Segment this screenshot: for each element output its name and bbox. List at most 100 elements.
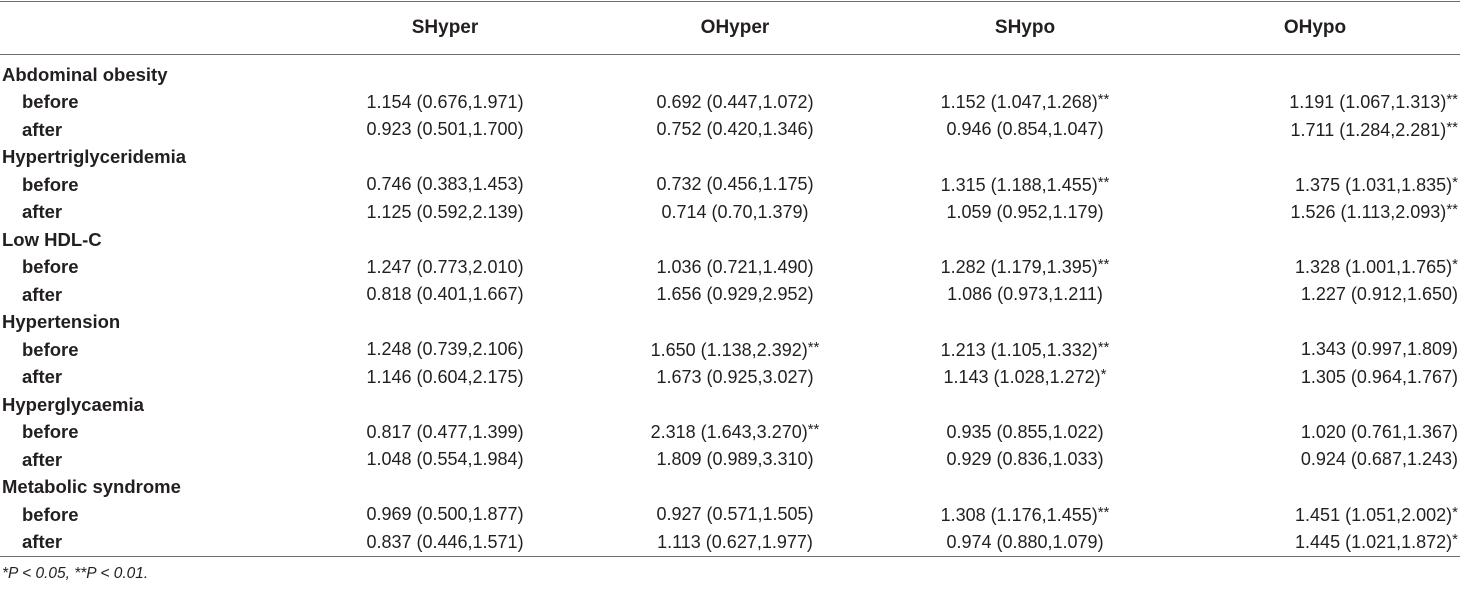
- group-label: Hyperglycaemia: [2, 393, 144, 415]
- odds-ratio-text: 1.048 (0.554,1.984): [366, 449, 524, 470]
- group-row-hypertension: Hypertension: [0, 309, 1460, 337]
- odds-ratio-text: 0.817 (0.477,1.399): [366, 421, 524, 442]
- odds-ratio-table: SHyper OHyper SHypo OHypo: [0, 2, 1460, 54]
- group-label: Metabolic syndrome: [2, 476, 181, 498]
- value-cell-shyper: 0.837 (0.446,1.571): [300, 529, 590, 557]
- odds-ratio-text: 0.969 (0.500,1.877): [366, 504, 524, 525]
- table-row: after 0.837 (0.446,1.571) 1.113 (0.627,1.9…: [0, 529, 1460, 557]
- odds-ratio-text: 1.213 (1.105,1.332): [940, 339, 1098, 360]
- header-row: SHyper OHyper SHypo OHypo: [0, 2, 1460, 54]
- odds-ratio-text: 0.692 (0.447,1.072): [656, 91, 814, 112]
- odds-ratio-text: 0.732 (0.456,1.175): [656, 174, 814, 195]
- value-cell-ohyper: 1.656 (0.929,2.952): [590, 281, 880, 309]
- value-cell-shypo: 1.059 (0.952,1.179): [880, 199, 1170, 227]
- odds-ratio-text: 1.305 (0.964,1.767): [1300, 366, 1458, 387]
- significance-marker: **: [1097, 173, 1110, 191]
- value-cell-shypo: 1.213 (1.105,1.332)**: [880, 336, 1170, 364]
- value-cell-shyper: 1.247 (0.773,2.010): [300, 254, 590, 282]
- row-label: before: [22, 421, 79, 443]
- value-cell-ohyper: 1.113 (0.627,1.977): [590, 529, 880, 557]
- odds-ratio-text: 1.113 (0.627,1.977): [657, 531, 813, 552]
- value-cell-ohyper: 1.036 (0.721,1.490): [590, 254, 880, 282]
- odds-ratio-text: 1.143 (1.028,1.272): [943, 367, 1101, 388]
- value-cell-shyper: 0.969 (0.500,1.877): [300, 501, 590, 529]
- value-cell-shypo: 1.282 (1.179,1.395)**: [880, 254, 1170, 282]
- odds-ratio-table-body: Abdominal obesity before 1.154 (0.676,1.97…: [0, 55, 1460, 556]
- odds-ratio-text: 0.974 (0.880,1.079): [946, 531, 1104, 552]
- header-empty: [0, 2, 300, 54]
- value-cell-ohyper: 1.673 (0.925,3.027): [590, 364, 880, 392]
- odds-ratio-text: 1.343 (0.997,1.809): [1300, 339, 1458, 360]
- significance-marker: **: [1097, 256, 1110, 274]
- odds-ratio-text: 1.375 (1.031,1.835): [1295, 174, 1453, 195]
- significance-marker: **: [807, 338, 820, 356]
- value-cell-shyper: 1.154 (0.676,1.971): [300, 89, 590, 117]
- value-cell-shypo: 1.143 (1.028,1.272)*: [880, 364, 1170, 392]
- group-label: Low HDL-C: [2, 228, 102, 250]
- row-label: before: [22, 338, 79, 360]
- header-shypo: SHypo: [994, 17, 1056, 38]
- value-cell-ohypo: 1.526 (1.113,2.093)**: [1170, 199, 1460, 227]
- value-cell-shypo: 1.152 (1.047,1.268)**: [880, 89, 1170, 117]
- odds-ratio-text: 1.036 (0.721,1.490): [656, 256, 814, 277]
- odds-ratio-text: 1.328 (1.001,1.765): [1295, 257, 1453, 278]
- value-cell-ohypo: 1.191 (1.067,1.313)**: [1170, 89, 1460, 117]
- group-row-abdominal-obesity: Abdominal obesity: [0, 55, 1460, 89]
- table-row: before 0.817 (0.477,1.399) 2.318 (1.643,3.…: [0, 419, 1460, 447]
- value-cell-shyper: 1.248 (0.739,2.106): [300, 336, 590, 364]
- significance-marker: **: [1446, 91, 1458, 109]
- value-cell-shypo: 0.929 (0.836,1.033): [880, 446, 1170, 474]
- value-cell-ohyper: 0.692 (0.447,1.072): [590, 89, 880, 117]
- value-cell-shyper: 0.818 (0.401,1.667): [300, 281, 590, 309]
- header-ohypo: OHypo: [1283, 17, 1347, 38]
- value-cell-ohypo: 1.445 (1.021,1.872)*: [1170, 529, 1460, 557]
- odds-ratio-text: 1.191 (1.067,1.313): [1289, 92, 1447, 113]
- value-cell-ohyper: 2.318 (1.643,3.270)**: [590, 419, 880, 447]
- value-cell-ohyper: 0.732 (0.456,1.175): [590, 171, 880, 199]
- odds-ratio-text: 0.818 (0.401,1.667): [366, 284, 524, 305]
- significance-marker: **: [1097, 91, 1110, 109]
- table-body: Abdominal obesity before 1.154 (0.676,1.97…: [0, 55, 1460, 556]
- odds-ratio-text: 1.451 (1.051,2.002): [1295, 504, 1453, 525]
- significance-marker: **: [1446, 201, 1458, 219]
- value-cell-ohyper: 1.809 (0.989,3.310): [590, 446, 880, 474]
- odds-ratio-text: 2.318 (1.643,3.270): [650, 422, 808, 443]
- row-label: after: [22, 448, 63, 470]
- table-row: before 0.969 (0.500,1.877) 0.927 (0.571,1.…: [0, 501, 1460, 529]
- value-cell-shyper: 1.048 (0.554,1.984): [300, 446, 590, 474]
- significance-marker: *: [1452, 503, 1458, 521]
- group-row-low-hdl-c: Low HDL-C: [0, 226, 1460, 254]
- significance-marker: *: [1452, 256, 1458, 274]
- table-row: after 1.125 (0.592,2.139) 0.714 (0.70,1.37…: [0, 199, 1460, 227]
- value-cell-ohyper: 0.714 (0.70,1.379): [590, 199, 880, 227]
- odds-ratio-text: 1.146 (0.604,2.175): [366, 366, 524, 387]
- odds-ratio-text: 1.247 (0.773,2.010): [366, 256, 524, 277]
- odds-ratio-text: 1.154 (0.676,1.971): [366, 91, 524, 112]
- odds-ratio-text: 1.227 (0.912,1.650): [1300, 284, 1458, 305]
- table-row: before 1.154 (0.676,1.971) 0.692 (0.447,1.…: [0, 89, 1460, 117]
- results-table-container: SHyper OHyper SHypo OHypo Abdominal obes…: [0, 1, 1460, 583]
- header-rule: [0, 54, 1460, 55]
- group-row-hyperglycaemia: Hyperglycaemia: [0, 391, 1460, 419]
- odds-ratio-text: 1.308 (1.176,1.455): [940, 504, 1098, 525]
- value-cell-shyper: 0.746 (0.383,1.453): [300, 171, 590, 199]
- odds-ratio-text: 1.673 (0.925,3.027): [656, 366, 814, 387]
- significance-marker: **: [807, 421, 820, 439]
- value-cell-shyper: 0.817 (0.477,1.399): [300, 419, 590, 447]
- table-row: before 1.248 (0.739,2.106) 1.650 (1.138,2.…: [0, 336, 1460, 364]
- odds-ratio-text: 0.946 (0.854,1.047): [946, 119, 1104, 140]
- value-cell-shyper: 1.146 (0.604,2.175): [300, 364, 590, 392]
- odds-ratio-text: 1.152 (1.047,1.268): [940, 92, 1098, 113]
- table-row: before 1.247 (0.773,2.010) 1.036 (0.721,1.…: [0, 254, 1460, 282]
- row-label: after: [22, 118, 63, 140]
- group-row-metabolic-syndrome: Metabolic syndrome: [0, 474, 1460, 502]
- odds-ratio-text: 1.526 (1.113,2.093): [1290, 202, 1447, 223]
- value-cell-ohyper: 1.650 (1.138,2.392)**: [590, 336, 880, 364]
- significance-marker: *: [1100, 366, 1107, 384]
- odds-ratio-text: 1.809 (0.989,3.310): [656, 449, 814, 470]
- odds-ratio-text: 1.315 (1.188,1.455): [940, 174, 1098, 195]
- row-label: after: [22, 366, 63, 388]
- value-cell-shypo: 1.308 (1.176,1.455)**: [880, 501, 1170, 529]
- value-cell-ohypo: 1.328 (1.001,1.765)*: [1170, 254, 1460, 282]
- value-cell-shypo: 0.974 (0.880,1.079): [880, 529, 1170, 557]
